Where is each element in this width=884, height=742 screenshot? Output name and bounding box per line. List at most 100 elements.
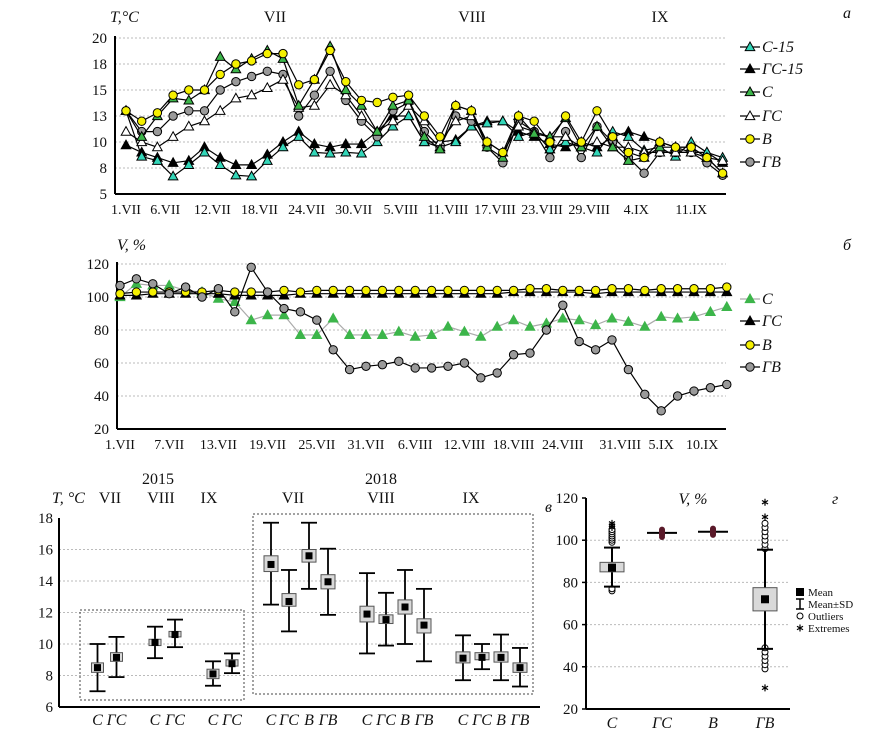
x-tick-label: 6.VIII (398, 438, 433, 453)
data-point (640, 389, 650, 400)
data-point (377, 359, 388, 370)
chart-d-ylabel: V, % (678, 491, 707, 508)
category-label: В (496, 712, 506, 729)
mean-marker (113, 653, 120, 661)
mean-marker (420, 621, 428, 629)
data-point (245, 314, 257, 325)
y-tick-label: 18 (38, 511, 53, 527)
data-point (458, 325, 471, 336)
x-tick-label: 11.VIII (427, 203, 468, 218)
data-point (121, 106, 131, 116)
data-point (591, 146, 603, 157)
data-point (529, 116, 539, 126)
data-point (722, 282, 732, 292)
legend-marker (744, 85, 756, 97)
data-point (136, 135, 148, 147)
data-point (607, 141, 619, 152)
extreme-marker (608, 519, 616, 527)
month-label: IX (201, 490, 218, 507)
chart-a-month-viii: VIII (458, 9, 486, 26)
data-point (262, 48, 272, 59)
data-point (215, 85, 225, 95)
data-point (293, 99, 305, 110)
x-tick-label: 31.VIII (599, 438, 641, 453)
data-point (343, 328, 356, 340)
data-point (672, 284, 683, 294)
data-point (573, 314, 585, 325)
y-tick-label: 20 (563, 702, 578, 718)
data-point (377, 285, 388, 296)
legend-extreme-icon (796, 624, 804, 632)
data-point (639, 320, 651, 331)
data-point (245, 158, 258, 169)
x-tick-label: 1.VII (105, 438, 135, 453)
category-label: ГС (221, 712, 242, 729)
data-point (184, 106, 194, 116)
mean-marker (171, 631, 179, 639)
category-label: С (150, 712, 161, 729)
data-point (246, 56, 257, 66)
legend-label: ГВ (761, 154, 781, 171)
data-point (183, 158, 195, 169)
data-point (230, 287, 240, 297)
data-point (230, 158, 242, 169)
data-point (545, 152, 555, 163)
chart-d-humidity-boxplot: V, % г 20 40 60 80 100 120 С ГС В ГВ MeanMean±SDOu… (556, 491, 854, 732)
y-tick-label: 80 (94, 323, 109, 339)
y-tick-label: 10 (38, 637, 53, 653)
data-point (261, 154, 273, 165)
legend-label: Extremes (808, 623, 850, 635)
data-point (717, 168, 728, 178)
data-point (245, 170, 258, 181)
data-point (371, 125, 383, 136)
data-point (393, 325, 405, 336)
x-tick-label: 11.IX (675, 203, 707, 218)
y-tick-label: 40 (563, 660, 578, 676)
mean-marker (285, 597, 293, 605)
data-point (418, 130, 430, 141)
data-point (623, 284, 634, 294)
data-point (525, 284, 535, 294)
data-point (120, 125, 132, 136)
data-point (136, 150, 148, 161)
data-point (639, 168, 649, 178)
legend-marker (744, 62, 756, 74)
data-point (198, 146, 211, 157)
month-label: VIII (147, 490, 175, 507)
data-point (591, 120, 603, 131)
y-tick-label: 10 (92, 135, 107, 151)
category-label: ГС (278, 712, 299, 729)
legend-label: С (762, 291, 773, 308)
data-point (716, 154, 729, 165)
category-label: ГС (375, 712, 396, 729)
data-point (183, 94, 195, 105)
legend-label: В (762, 131, 772, 148)
legend-label: Mean (808, 587, 834, 599)
mean-marker (516, 664, 524, 672)
month-label: IX (463, 490, 480, 507)
data-point (403, 90, 414, 100)
data-point (498, 147, 508, 158)
chart-c-panel-label: в (545, 499, 552, 516)
data-point (214, 158, 226, 169)
y-tick-label: 100 (87, 290, 110, 306)
data-point (230, 307, 240, 317)
data-point (120, 139, 132, 150)
y-tick-label: 60 (94, 356, 109, 372)
data-point (355, 138, 368, 149)
data-point (199, 85, 210, 95)
data-point (168, 90, 178, 100)
x-tick-label: 5.IX (649, 438, 674, 453)
data-point (722, 379, 732, 390)
data-point (508, 350, 519, 360)
legend-label: Outliers (808, 611, 843, 623)
x-tick-label: 19.VII (249, 438, 286, 453)
data-point (376, 328, 389, 340)
x-tick-label: 18.VIII (493, 438, 535, 453)
series-line-3 (119, 265, 727, 412)
data-point (541, 284, 552, 294)
legend-marker (744, 292, 756, 304)
data-point (183, 120, 195, 131)
data-point (622, 154, 635, 165)
